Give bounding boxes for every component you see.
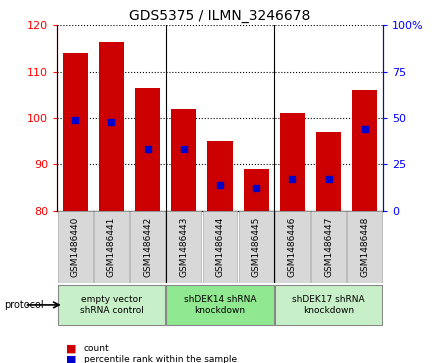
Bar <box>62 53 88 211</box>
Title: GDS5375 / ILMN_3246678: GDS5375 / ILMN_3246678 <box>129 9 311 23</box>
Text: GSM1486447: GSM1486447 <box>324 217 333 277</box>
Text: shDEK17 shRNA
knockdown: shDEK17 shRNA knockdown <box>292 295 365 315</box>
Bar <box>94 211 129 283</box>
Text: GSM1486446: GSM1486446 <box>288 217 297 277</box>
Text: protocol: protocol <box>4 300 44 310</box>
Text: GSM1486445: GSM1486445 <box>252 217 260 277</box>
Text: GSM1486442: GSM1486442 <box>143 217 152 277</box>
Bar <box>58 285 165 325</box>
Bar <box>239 211 274 283</box>
Bar <box>280 113 305 211</box>
Bar <box>99 42 124 211</box>
Bar <box>275 211 310 283</box>
Bar <box>311 211 346 283</box>
Text: GSM1486443: GSM1486443 <box>180 217 188 277</box>
Text: empty vector
shRNA control: empty vector shRNA control <box>80 295 143 315</box>
Bar <box>243 169 269 211</box>
Bar <box>135 88 160 211</box>
Bar <box>171 109 197 211</box>
Text: ■: ■ <box>66 354 77 363</box>
Bar <box>316 132 341 211</box>
Text: shDEK14 shRNA
knockdown: shDEK14 shRNA knockdown <box>184 295 256 315</box>
Text: GSM1486440: GSM1486440 <box>71 217 80 277</box>
Bar <box>58 211 93 283</box>
Bar <box>275 285 382 325</box>
Text: count: count <box>84 344 109 353</box>
Bar <box>203 211 237 283</box>
Bar <box>130 211 165 283</box>
Text: GSM1486441: GSM1486441 <box>107 217 116 277</box>
Bar <box>352 90 378 211</box>
Text: ■: ■ <box>66 343 77 354</box>
Bar <box>347 211 382 283</box>
Bar <box>166 285 274 325</box>
Bar <box>166 211 201 283</box>
Text: percentile rank within the sample: percentile rank within the sample <box>84 355 237 363</box>
Text: GSM1486444: GSM1486444 <box>216 217 224 277</box>
Text: GSM1486448: GSM1486448 <box>360 217 369 277</box>
Bar <box>207 141 233 211</box>
